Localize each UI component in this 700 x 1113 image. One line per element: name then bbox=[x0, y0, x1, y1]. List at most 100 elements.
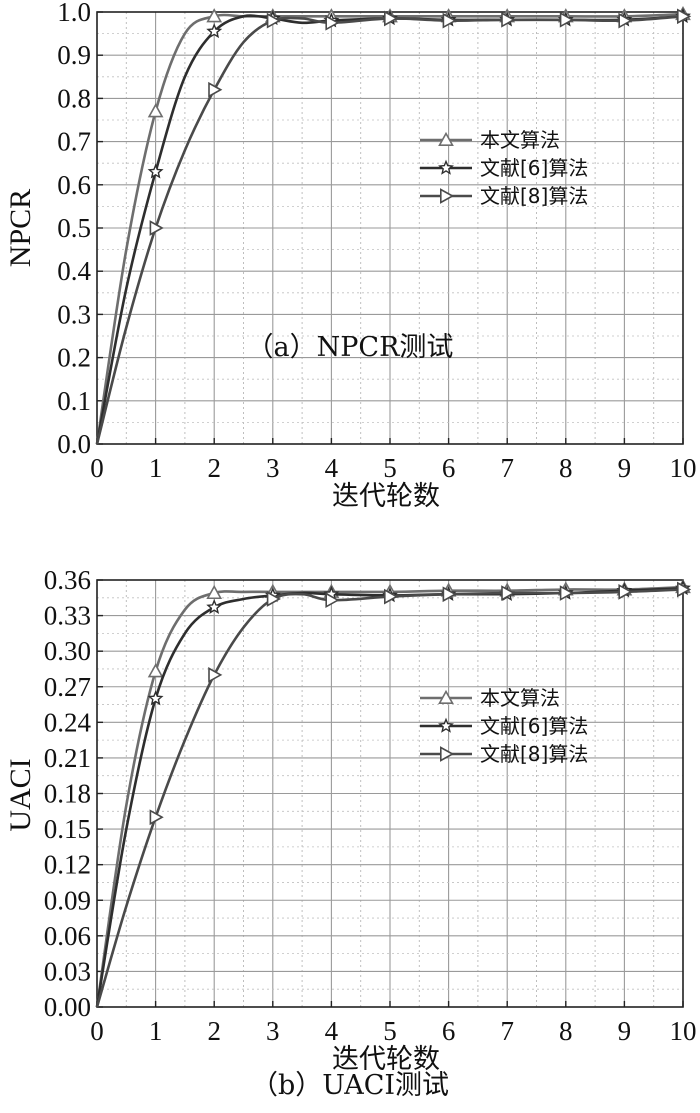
npcr-ytick-label: 0.2 bbox=[57, 343, 91, 373]
npcr-legend-marker bbox=[438, 159, 454, 175]
npcr-series-point bbox=[206, 8, 223, 23]
uaci-ytick-label: 0.24 bbox=[44, 707, 92, 737]
npcr-series-point bbox=[676, 8, 692, 25]
npcr-ytick-label: 1.0 bbox=[57, 0, 91, 27]
uaci-xtick-label: 6 bbox=[442, 1016, 456, 1046]
npcr-ytick-label: 0.6 bbox=[57, 170, 91, 200]
uaci-series-point bbox=[208, 667, 223, 683]
uaci-caption: （b）UACI测试 bbox=[251, 1070, 449, 1101]
npcr-series-point bbox=[442, 12, 457, 29]
npcr-x-axis-label: 迭代轮数 bbox=[332, 481, 440, 512]
npcr-ytick-label: 0.7 bbox=[57, 127, 91, 157]
npcr-series-point bbox=[501, 11, 516, 28]
uaci-series-point bbox=[266, 591, 281, 607]
uaci-xtick-label: 1 bbox=[149, 1016, 163, 1046]
uaci-series-point bbox=[676, 581, 692, 598]
npcr-y-axis-label: NPCR bbox=[4, 189, 37, 267]
uaci-xtick-label: 5 bbox=[383, 1016, 397, 1046]
uaci-series-point bbox=[206, 584, 223, 600]
npcr-xtick-label: 7 bbox=[500, 453, 514, 483]
uaci-ytick-label: 0.27 bbox=[44, 672, 91, 702]
npcr-series-point bbox=[383, 10, 399, 27]
npcr-legend-marker bbox=[439, 188, 455, 204]
uaci-ytick-label: 0.18 bbox=[44, 779, 91, 809]
uaci-ytick-label: 0.12 bbox=[44, 850, 91, 880]
uaci-legend-label: 文献[8]算法 bbox=[480, 742, 588, 766]
npcr-series-point bbox=[325, 14, 340, 31]
uaci-y-axis-label: UACI bbox=[4, 758, 37, 831]
npcr-legend-marker bbox=[438, 131, 454, 146]
npcr-series-point bbox=[266, 12, 281, 29]
npcr-chart: 0 1 2 3 4 5 6 7 8 9 10 0.0 0.1 0.2 0.3 0.4 0.5 0.6 0.7 0.8 0… bbox=[4, 0, 697, 512]
npcr-legend-label: 本文算法 bbox=[480, 128, 560, 152]
uaci-series-point bbox=[442, 586, 457, 603]
uaci-series-point bbox=[559, 585, 574, 601]
uaci-ytick-label: 0.33 bbox=[44, 601, 91, 631]
npcr-xtick-label: 10 bbox=[670, 453, 697, 483]
npcr-xtick-label: 6 bbox=[442, 453, 456, 483]
npcr-ytick-label: 0.1 bbox=[57, 386, 91, 416]
npcr-series-point bbox=[149, 220, 164, 236]
uaci-xtick-label: 9 bbox=[618, 1016, 632, 1046]
npcr-legend-label: 文献[6]算法 bbox=[480, 156, 588, 180]
npcr-xtick-label: 9 bbox=[618, 453, 632, 483]
uaci-ytick-label: 0.15 bbox=[44, 814, 91, 844]
npcr-xtick-label: 3 bbox=[266, 453, 280, 483]
npcr-ytick-label: 0.9 bbox=[57, 40, 91, 70]
uaci-xtick-label: 7 bbox=[500, 1016, 514, 1046]
npcr-ytick-label: 0.5 bbox=[57, 213, 91, 243]
npcr-legend-label: 文献[8]算法 bbox=[480, 184, 588, 208]
uaci-legend-label: 文献[6]算法 bbox=[480, 714, 588, 738]
uaci-ytick-label: 0.09 bbox=[44, 885, 91, 915]
uaci-x-axis-label: 迭代轮数 bbox=[332, 1044, 440, 1075]
uaci-ytick-label: 0.30 bbox=[44, 636, 91, 666]
uaci-series-point bbox=[206, 598, 223, 614]
uaci-xtick-label: 3 bbox=[266, 1016, 280, 1046]
uaci-legend-marker bbox=[439, 746, 455, 762]
uaci-series-2 bbox=[95, 581, 692, 1008]
uaci-xtick-label: 10 bbox=[670, 1016, 697, 1046]
uaci-legend-label: 本文算法 bbox=[480, 686, 560, 710]
uaci-xtick-label: 8 bbox=[559, 1016, 573, 1046]
npcr-xtick-label: 0 bbox=[90, 453, 104, 483]
uaci-chart: 0 1 2 3 4 5 6 7 8 9 10 0.00 0.03 0.06 0.09 0.12 0.15 0.18… bbox=[4, 565, 697, 1101]
npcr-series-2 bbox=[95, 8, 692, 445]
npcr-xtick-label: 8 bbox=[559, 453, 573, 483]
npcr-series-point bbox=[208, 81, 223, 98]
npcr-series-point bbox=[559, 11, 574, 28]
uaci-xtick-label: 4 bbox=[325, 1016, 339, 1046]
uaci-ytick-label: 0.03 bbox=[44, 956, 91, 986]
uaci-grid bbox=[96, 579, 684, 1008]
uaci-xtick-label: 2 bbox=[207, 1016, 221, 1046]
uaci-series-point bbox=[501, 585, 516, 601]
uaci-series-point bbox=[147, 663, 164, 678]
npcr-ytick-label: 0.8 bbox=[57, 83, 91, 113]
uaci-legend-marker bbox=[438, 689, 454, 705]
uaci-legend-marker bbox=[438, 717, 454, 733]
npcr-xtick-label: 1 bbox=[149, 453, 163, 483]
npcr-ytick-label: 0.4 bbox=[57, 256, 91, 286]
uaci-ytick-label: 0.06 bbox=[44, 921, 91, 951]
uaci-xtick-label: 0 bbox=[90, 1016, 104, 1046]
uaci-series-point bbox=[325, 592, 340, 609]
npcr-series-point bbox=[618, 12, 633, 29]
uaci-series-point bbox=[147, 690, 164, 706]
npcr-series-point bbox=[206, 23, 223, 39]
uaci-ytick-label: 0.00 bbox=[44, 992, 91, 1022]
npcr-ytick-label: 0.0 bbox=[57, 429, 91, 459]
npcr-ytick-label: 0.3 bbox=[57, 299, 91, 329]
uaci-series-point bbox=[618, 584, 633, 600]
uaci-ytick-label: 0.21 bbox=[44, 743, 91, 773]
npcr-caption: （a）NPCR测试 bbox=[247, 332, 454, 363]
npcr-xtick-label: 4 bbox=[325, 453, 339, 483]
npcr-series-point bbox=[147, 163, 164, 179]
npcr-xtick-label: 2 bbox=[207, 453, 221, 483]
uaci-series-point bbox=[149, 809, 164, 826]
uaci-series-point bbox=[383, 588, 399, 605]
npcr-series-point bbox=[147, 103, 164, 118]
uaci-ytick-label: 0.36 bbox=[44, 565, 91, 595]
npcr-xtick-label: 5 bbox=[383, 453, 397, 483]
